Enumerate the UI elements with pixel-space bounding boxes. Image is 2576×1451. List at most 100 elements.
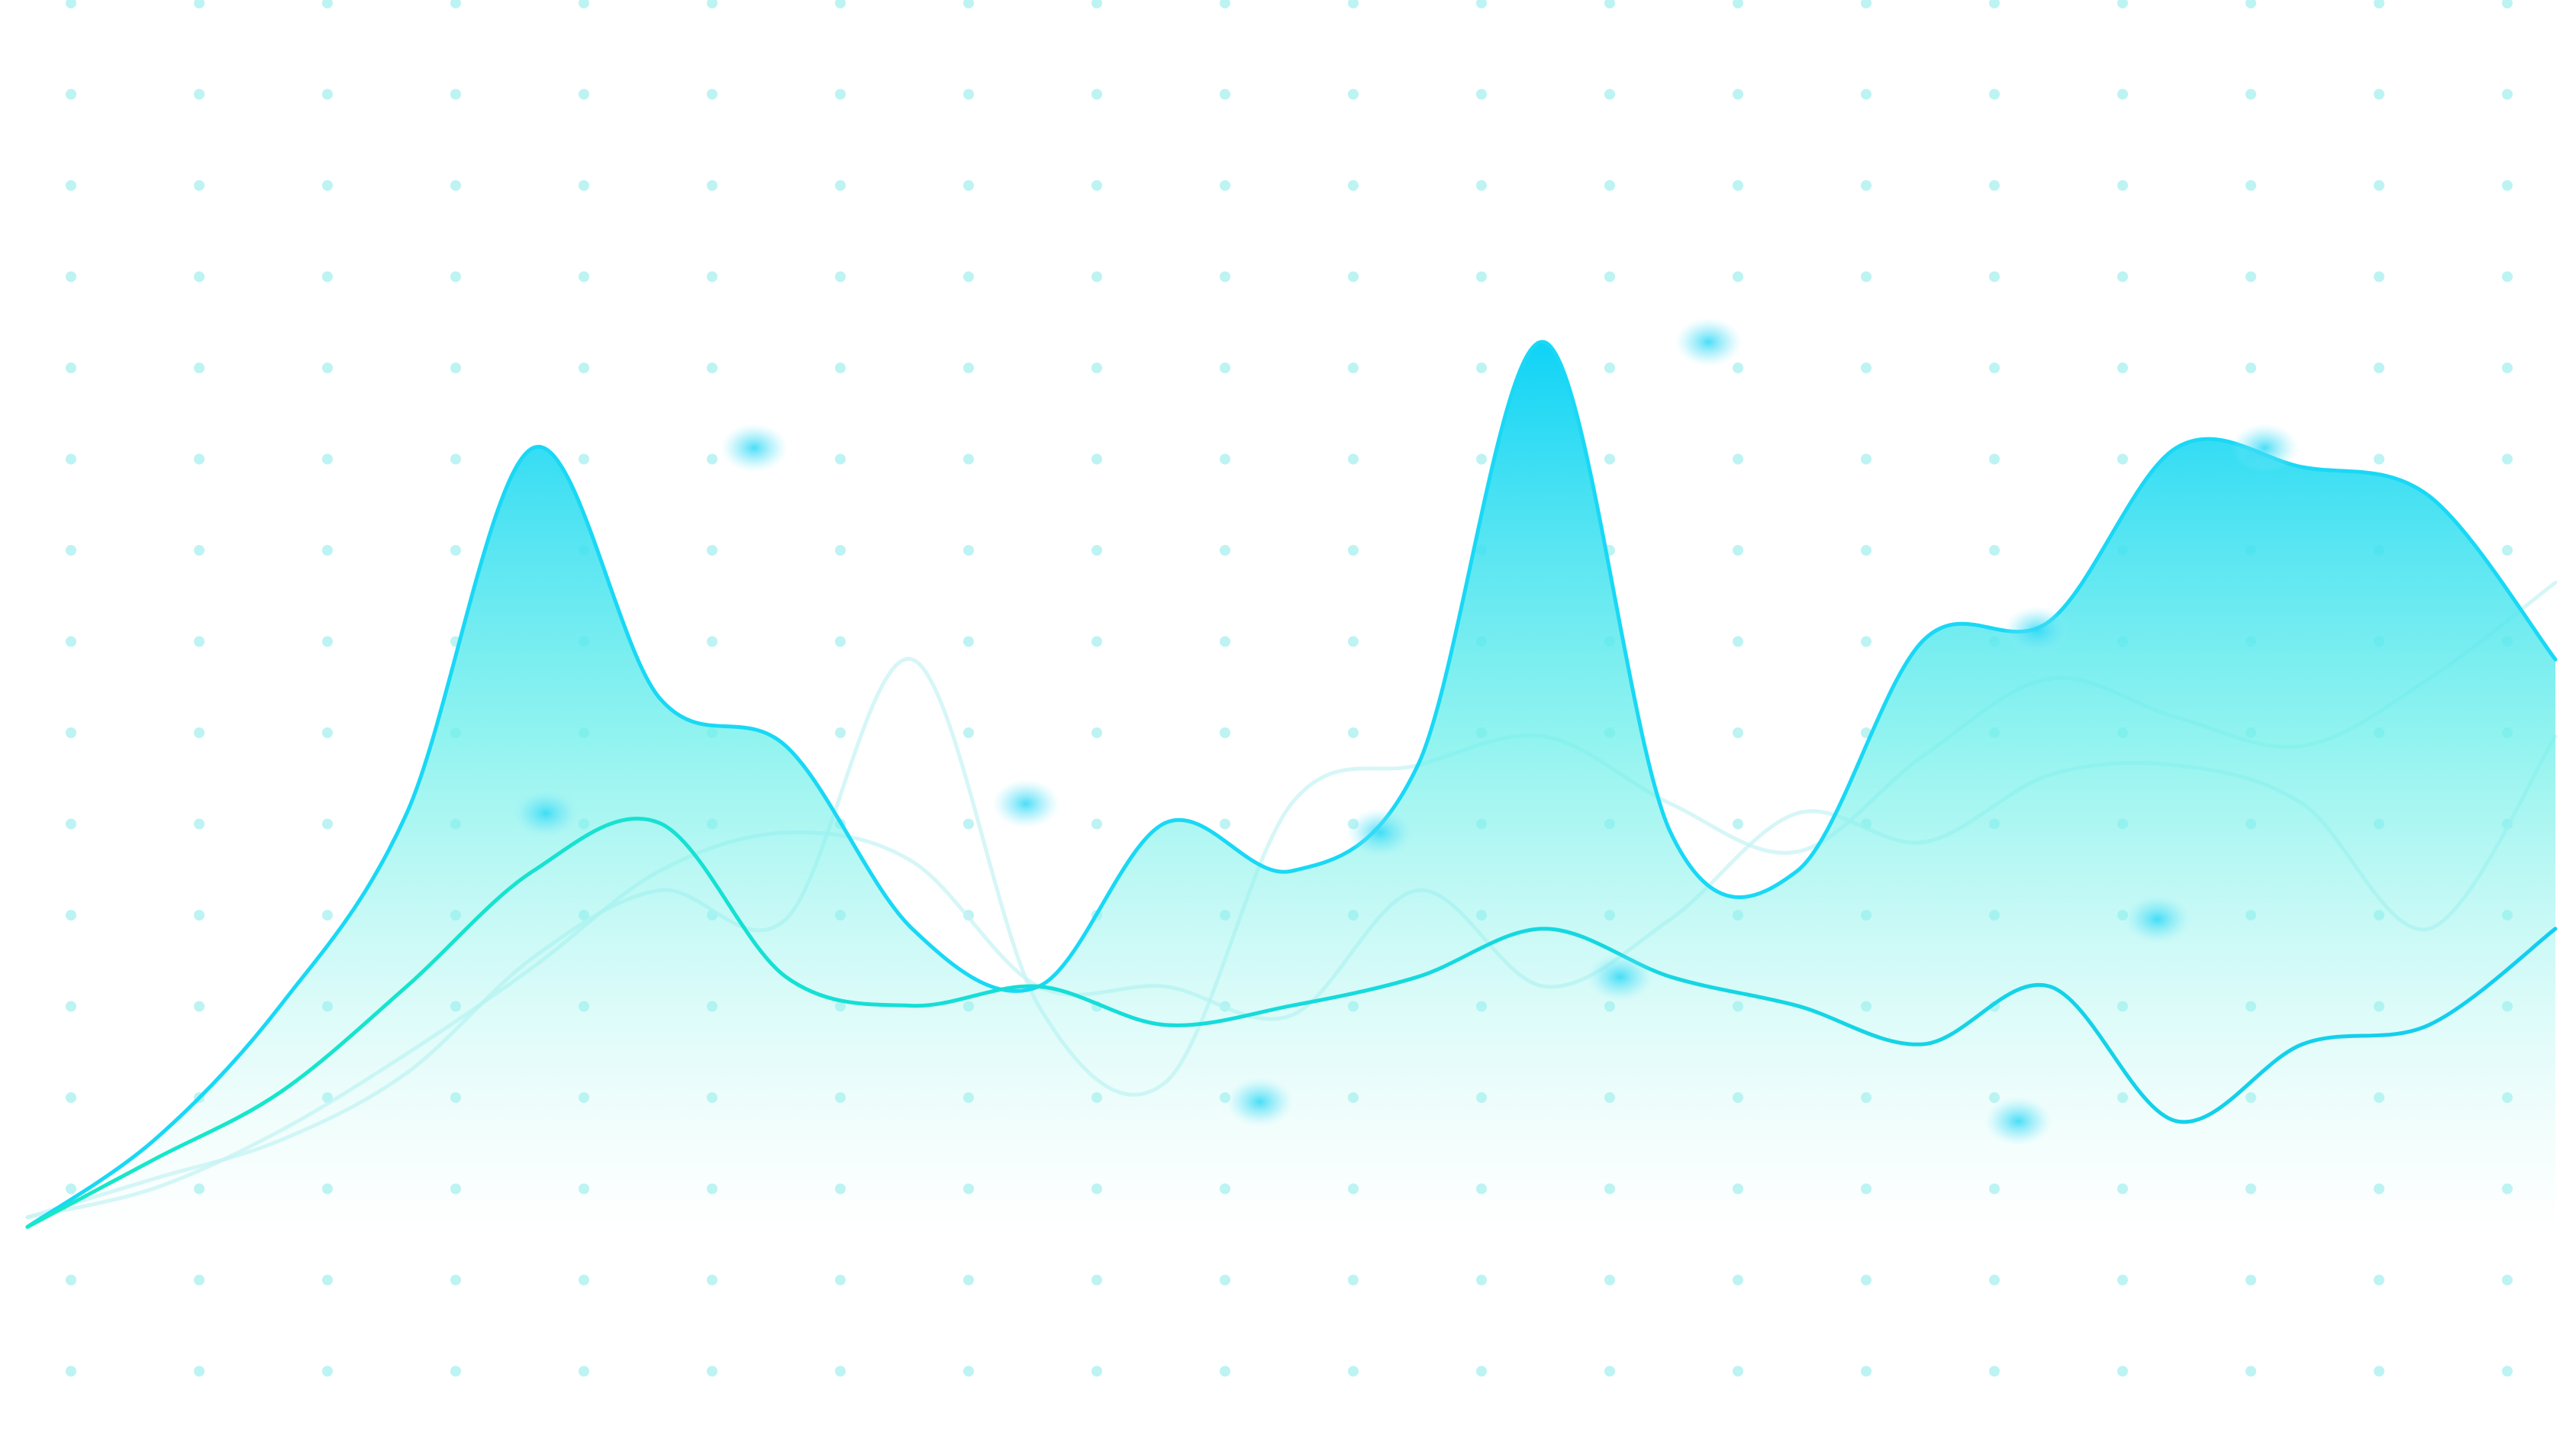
grid-dot xyxy=(2117,1275,2128,1285)
grid-dot xyxy=(1604,271,1615,282)
grid-dot xyxy=(322,910,333,921)
grid-dot xyxy=(1348,363,1359,373)
grid-dot xyxy=(2117,363,2128,373)
grid-dot xyxy=(2246,89,2256,100)
grid-dot xyxy=(2374,180,2384,191)
grid-dot xyxy=(194,1275,205,1285)
grid-dot xyxy=(579,1366,589,1377)
grid-dot xyxy=(835,1275,846,1285)
grid-dot xyxy=(1476,1275,1487,1285)
grid-dot xyxy=(1348,1275,1359,1285)
grid-dot xyxy=(1733,0,1743,8)
grid-dot xyxy=(1604,89,1615,100)
grid-dot xyxy=(1604,1275,1615,1285)
grid-dot xyxy=(66,271,76,282)
grid-dot xyxy=(2117,0,2128,8)
grid-dot xyxy=(66,1183,76,1195)
grid-dot xyxy=(322,818,333,830)
grid-dot xyxy=(322,453,333,465)
grid-dot xyxy=(1989,89,2000,100)
grid-dot xyxy=(1989,545,2000,556)
grid-dot xyxy=(450,180,461,191)
highlight-point xyxy=(1346,808,1414,857)
grid-dot xyxy=(579,89,589,100)
grid-dot xyxy=(963,453,974,465)
grid-dot xyxy=(2502,271,2513,282)
grid-dot xyxy=(194,545,205,556)
grid-dot xyxy=(963,89,974,100)
grid-dot xyxy=(1989,1275,2000,1285)
grid-dot xyxy=(66,727,76,738)
grid-dot xyxy=(1733,636,1743,647)
grid-dot xyxy=(2374,271,2384,282)
grid-dot xyxy=(707,545,717,556)
grid-dot xyxy=(1348,89,1359,100)
grid-dot xyxy=(1861,1366,1872,1377)
grid-dot xyxy=(1220,180,1230,191)
grid-dot xyxy=(1476,453,1487,465)
grid-dot xyxy=(835,363,846,373)
grid-dot xyxy=(1091,636,1102,647)
grid-dot xyxy=(1476,363,1487,373)
grid-dot xyxy=(1348,636,1359,647)
grid-dot xyxy=(1348,453,1359,465)
series-area-fill xyxy=(27,341,2555,1237)
grid-dot xyxy=(2502,1366,2513,1377)
grid-dot xyxy=(1989,453,2000,465)
grid-dot xyxy=(194,453,205,465)
grid-dot xyxy=(1476,1366,1487,1377)
grid-dot xyxy=(1989,180,2000,191)
grid-dot xyxy=(66,0,76,8)
grid-dot xyxy=(66,636,76,647)
grid-dot xyxy=(450,453,461,465)
grid-dot xyxy=(2117,89,2128,100)
grid-dot xyxy=(1604,0,1615,8)
grid-dot xyxy=(2117,271,2128,282)
grid-dot xyxy=(1220,818,1230,830)
highlight-point xyxy=(1586,952,1654,1001)
grid-dot xyxy=(1989,363,2000,373)
grid-dot xyxy=(2502,0,2513,8)
grid-dot xyxy=(707,271,717,282)
highlight-point xyxy=(992,779,1060,828)
grid-dot xyxy=(66,89,76,100)
grid-dot xyxy=(963,271,974,282)
grid-dot xyxy=(450,271,461,282)
grid-dot xyxy=(835,1366,846,1377)
grid-dot xyxy=(1989,271,2000,282)
grid-dot xyxy=(66,180,76,191)
grid-dot xyxy=(1733,453,1743,465)
grid-dot xyxy=(322,89,333,100)
grid-dot xyxy=(1091,363,1102,373)
grid-dot xyxy=(322,363,333,373)
grid-dot xyxy=(835,180,846,191)
grid-dot xyxy=(579,1275,589,1285)
grid-dot xyxy=(1861,271,1872,282)
grid-dot xyxy=(194,1001,205,1012)
grid-dot xyxy=(1348,1366,1359,1377)
series-layer xyxy=(25,340,2558,1237)
grid-dot xyxy=(2374,363,2384,373)
grid-dot xyxy=(1091,1275,1102,1285)
grid-dot xyxy=(1604,453,1615,465)
grid-dot xyxy=(707,0,717,8)
grid-dot xyxy=(2374,1275,2384,1285)
grid-dot xyxy=(579,180,589,191)
grid-dot xyxy=(963,1366,974,1377)
grid-dot xyxy=(1348,271,1359,282)
grid-dot xyxy=(2502,89,2513,100)
grid-dot xyxy=(1220,1366,1230,1377)
grid-dot xyxy=(194,910,205,921)
grid-dot xyxy=(707,363,717,373)
grid-dot xyxy=(835,0,846,8)
grid-dot xyxy=(707,1275,717,1285)
grid-dot xyxy=(66,453,76,465)
grid-dot xyxy=(1861,453,1872,465)
grid-dot xyxy=(1348,545,1359,556)
grid-dot xyxy=(322,727,333,738)
grid-dot xyxy=(1476,271,1487,282)
highlight-point xyxy=(511,788,579,838)
grid-dot xyxy=(1604,1366,1615,1377)
grid-dot xyxy=(1091,271,1102,282)
highlight-point xyxy=(2123,895,2191,944)
